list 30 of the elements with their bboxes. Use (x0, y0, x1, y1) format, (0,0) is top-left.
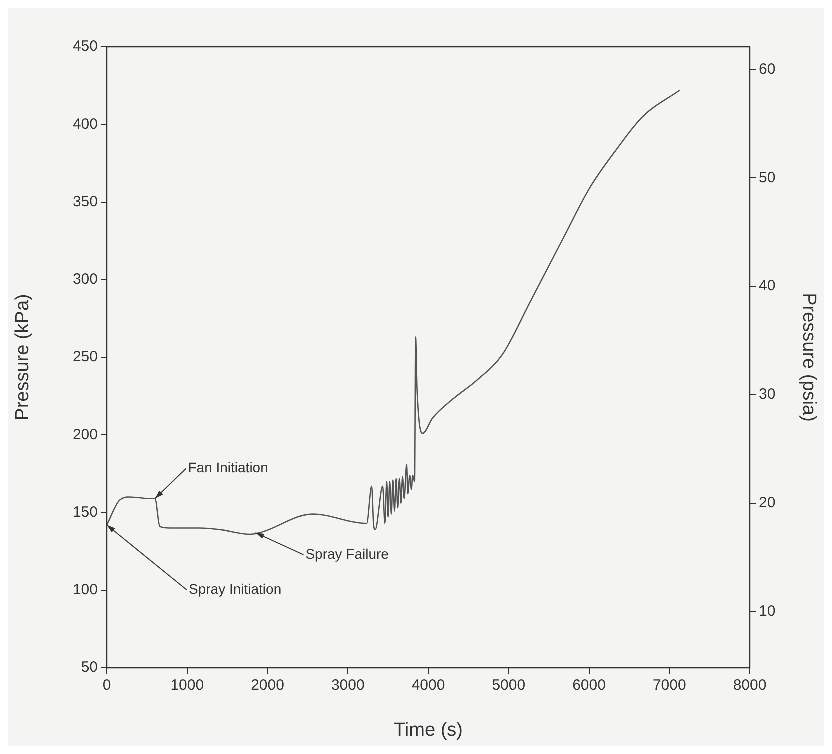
y-tick-label: 450 (72, 38, 98, 56)
annotation: Fan Initiation (188, 460, 268, 476)
x-tick-label: 8000 (733, 677, 767, 694)
y2-tick-label: 40 (759, 278, 776, 295)
y-tick-label: 300 (72, 271, 98, 288)
x-axis-title: Time (s) (394, 720, 463, 741)
x-tick-label: 3000 (331, 677, 365, 694)
x-tick-label: 0 (102, 677, 112, 694)
y2-tick-label: 50 (759, 169, 776, 186)
y-tick-label: 150 (72, 504, 98, 521)
annotation: Spray Initiation (189, 581, 282, 598)
y2-tick-label: 10 (759, 602, 776, 620)
y-tick-label: 100 (72, 582, 98, 599)
y2-tick-label: 20 (759, 494, 776, 512)
y-tick-label: 50 (81, 659, 98, 676)
annotation: Spray Failure (306, 546, 390, 562)
x-tick-label: 1000 (170, 677, 204, 694)
y2-tick-label: 30 (759, 386, 776, 404)
y-axis-title: Pressure (kPa) (12, 294, 34, 421)
y2-tick-label: 60 (759, 60, 776, 78)
x-tick-label: 7000 (652, 677, 686, 694)
y-tick-label: 400 (72, 116, 98, 133)
y-tick-label: 200 (72, 426, 98, 444)
y-tick-label: 250 (72, 348, 98, 366)
x-tick-label: 4000 (412, 677, 446, 694)
y2-axis-title: Pressure (psia) (798, 293, 820, 422)
x-tick-label: 5000 (492, 677, 526, 694)
x-tick-label: 2000 (251, 677, 284, 694)
x-tick-label: 6000 (572, 677, 606, 694)
y-tick-label: 350 (72, 193, 98, 210)
